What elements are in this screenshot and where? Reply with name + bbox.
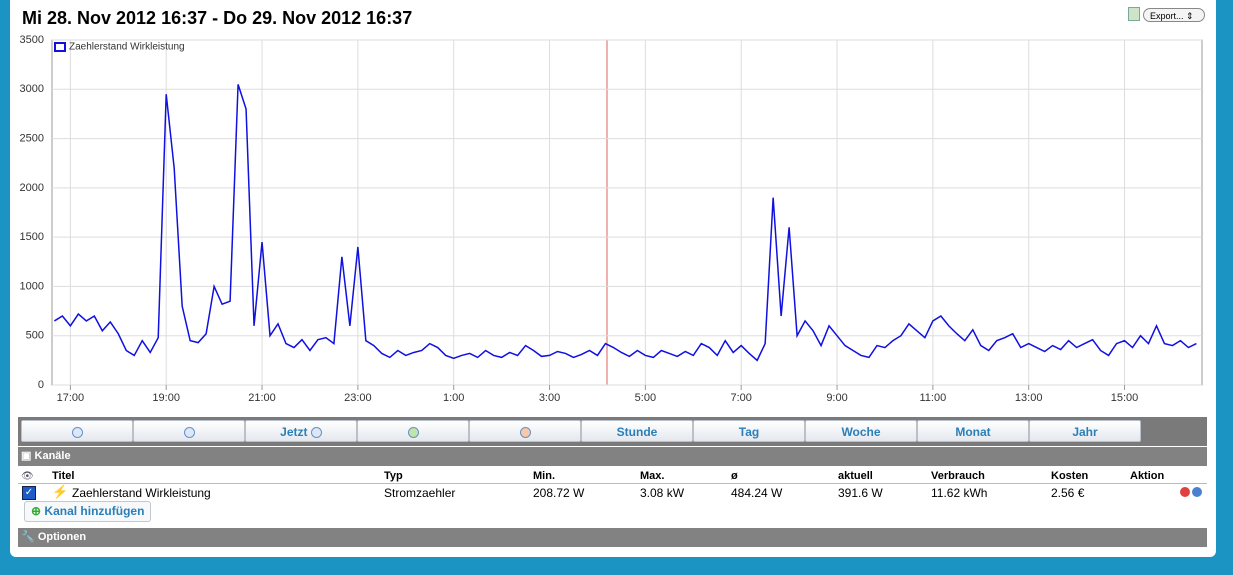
channels-title: Kanäle: [34, 450, 71, 462]
column-header: Aktion: [1130, 470, 1165, 482]
y-tick-label: 2500: [20, 132, 44, 144]
channels-bar[interactable]: ▣ Kanäle: [18, 447, 1207, 466]
checkbox[interactable]: ✓: [22, 486, 36, 500]
back-button[interactable]: [21, 420, 133, 442]
add-channel-label: Kanal hinzufügen: [44, 504, 145, 518]
column-header: aktuell: [838, 470, 873, 482]
range-button[interactable]: Jahr: [1029, 420, 1141, 442]
toolbar: Jetzt Stunde Tag Woche Monat Jahr: [18, 417, 1207, 446]
zoom-in-button[interactable]: [357, 420, 469, 442]
delete-icon[interactable]: [1180, 487, 1190, 497]
now-label: Jetzt: [280, 425, 308, 439]
x-tick-label: 21:00: [248, 392, 276, 404]
x-tick-label: 9:00: [826, 392, 847, 404]
column-header: Min.: [533, 470, 555, 482]
table-cell: 3.08 kW: [640, 486, 685, 500]
export-label: Export...: [1150, 11, 1184, 21]
plot-area: [51, 39, 1203, 386]
y-tick-label: 500: [26, 330, 44, 342]
table-cell: 208.72 W: [533, 486, 585, 500]
chart: 0 500 1000 1500 2000 2500 3000 3500 17:00 19:00 21…: [20, 34, 1203, 404]
x-tick-label: 11:00: [920, 392, 947, 404]
x-tick-label: 1:00: [443, 392, 464, 404]
options-bar[interactable]: 🔧 Optionen: [18, 528, 1207, 547]
range-button[interactable]: Woche: [805, 420, 917, 442]
table-cell: 2.56 €: [1051, 486, 1085, 500]
eye-icon: 👁: [21, 471, 34, 482]
column-header: ø: [731, 470, 738, 482]
forward-button[interactable]: [133, 420, 245, 442]
legend-swatch: [54, 42, 66, 52]
y-tick-label: 1000: [20, 280, 44, 292]
table-cell: Stromzaehler: [384, 486, 456, 500]
x-tick-label: 19:00: [152, 392, 180, 404]
table-cell: 484.24 W: [731, 486, 783, 500]
power-icon: ⚡: [52, 484, 69, 499]
info-icon[interactable]: [1192, 487, 1202, 497]
zoom-out-button[interactable]: [469, 420, 581, 442]
export-icon: [1128, 7, 1140, 21]
range-button[interactable]: Tag: [693, 420, 805, 442]
add-channel-button[interactable]: ⊕ Kanal hinzufügen: [24, 501, 152, 522]
header-rule: [18, 483, 1207, 484]
column-header: Max.: [640, 470, 665, 482]
x-tick-label: 5:00: [635, 392, 656, 404]
y-tick-label: 1500: [20, 231, 44, 243]
title: Mi 28. Nov 2012 16:37 - Do 29. Nov 2012 …: [22, 8, 413, 28]
x-tick-label: 23:00: [344, 392, 372, 404]
column-header: Typ: [384, 470, 403, 482]
legend-label: Zaehlerstand Wirkleistung: [69, 42, 185, 53]
y-tick-label: 3500: [20, 34, 44, 46]
export-select[interactable]: Export... ⇕: [1143, 8, 1205, 22]
x-tick-label: 3:00: [539, 392, 560, 404]
y-tick-label: 0: [38, 379, 44, 391]
series-line: [54, 84, 1197, 362]
now-button[interactable]: Jetzt: [245, 420, 357, 442]
y-tick-label: 2000: [20, 182, 44, 194]
table-cell: 391.6 W: [838, 486, 883, 500]
column-header: Verbrauch: [931, 470, 985, 482]
options-title: Optionen: [37, 531, 87, 543]
column-header: Kosten: [1051, 470, 1089, 482]
range-button[interactable]: Stunde: [581, 420, 693, 442]
x-tick-label: 15:00: [1111, 392, 1139, 404]
x-tick-label: 7:00: [730, 392, 751, 404]
x-tick-label: 17:00: [57, 392, 85, 404]
y-tick-label: 3000: [20, 83, 44, 95]
table-cell: 11.62 kWh: [931, 486, 988, 500]
x-tick-label: 13:00: [1015, 392, 1043, 404]
column-header: Titel: [52, 470, 75, 482]
range-button[interactable]: Monat: [917, 420, 1029, 442]
table-cell: Zaehlerstand Wirkleistung: [72, 486, 211, 500]
